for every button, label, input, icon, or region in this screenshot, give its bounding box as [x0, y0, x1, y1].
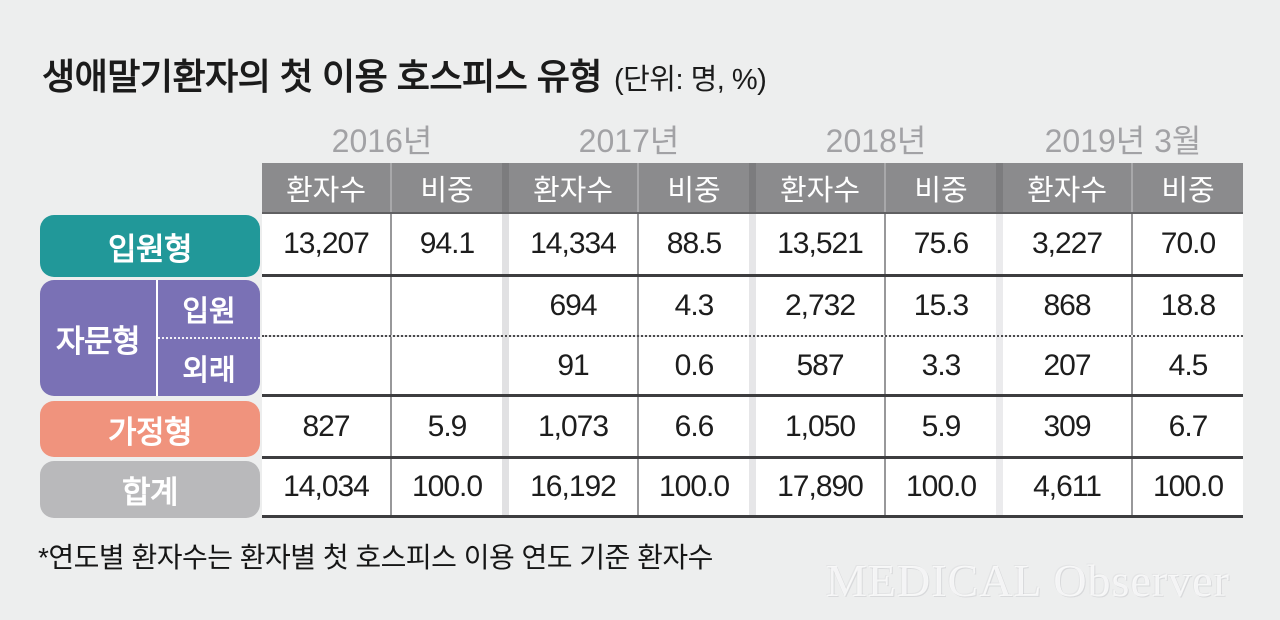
table-cell: 0.6	[637, 337, 749, 394]
table-cell: 88.5	[637, 214, 749, 274]
title-row: 생애말기환자의 첫 이용 호스피스 유형 (단위: 명, %)	[42, 48, 767, 100]
table-cell: 91	[509, 337, 637, 394]
table-cell: 1,073	[509, 397, 637, 456]
table-cell: 18.8	[1131, 277, 1243, 335]
table-cell: 15.3	[884, 277, 996, 335]
year-label-2018: 2018년	[825, 123, 927, 159]
table-cell: 100.0	[390, 459, 502, 515]
header-group-2019: 환자수 비중	[1003, 163, 1243, 212]
table-cell: 4.3	[637, 277, 749, 335]
header-cell-count: 환자수	[1003, 163, 1131, 212]
page-title: 생애말기환자의 첫 이용 호스피스 유형	[42, 56, 602, 97]
table-cell	[390, 337, 502, 394]
row-group: 694 4.3	[509, 277, 749, 335]
row-label-inpatient: 입원형	[40, 215, 260, 277]
table-header-row: 환자수 비중 환자수 비중 환자수 비중 환자수 비중	[262, 163, 1243, 214]
row-group: 14,334 88.5	[509, 214, 749, 274]
table-cell: 868	[1003, 277, 1131, 335]
table-row-consult-inpatient: 694 4.3 2,732 15.3 868 18.8	[262, 277, 1243, 337]
row-group: 1,050 5.9	[756, 397, 996, 456]
year-label-2019: 2019년 3월	[1044, 123, 1202, 159]
table-cell	[390, 277, 502, 335]
publisher-watermark: MEDICAL Observer	[826, 555, 1230, 606]
header-cell-count: 환자수	[509, 163, 637, 212]
table-cell: 14,034	[262, 459, 390, 515]
table-row-home: 827 5.9 1,073 6.6 1,050 5.9 309 6.7	[262, 397, 1243, 459]
table-cell: 3.3	[884, 337, 996, 394]
row-group: 827 5.9	[262, 397, 502, 456]
table-cell: 4.5	[1131, 337, 1243, 394]
table-row-total: 14,034 100.0 16,192 100.0 17,890 100.0 4…	[262, 459, 1243, 518]
table-cell: 17,890	[756, 459, 884, 515]
footnote: *연도별 환자수는 환자별 첫 호스피스 이용 연도 기준 환자수	[38, 542, 713, 573]
table-cell: 3,227	[1003, 214, 1131, 274]
table-cell: 6.7	[1131, 397, 1243, 456]
table-cell: 14,334	[509, 214, 637, 274]
row-label-consult-group: 자문형 입원 외래	[40, 280, 260, 396]
row-group: 13,521 75.6	[756, 214, 996, 274]
row-group: 13,207 94.1	[262, 214, 502, 274]
table-cell: 207	[1003, 337, 1131, 394]
table-cell: 1,050	[756, 397, 884, 456]
header-group-2017: 환자수 비중	[509, 163, 749, 212]
row-group	[262, 337, 502, 394]
year-label-2016: 2016년	[331, 123, 433, 159]
table-cell: 13,207	[262, 214, 390, 274]
header-group-2016: 환자수 비중	[262, 163, 502, 212]
row-group: 2,732 15.3	[756, 277, 996, 335]
table-cell: 309	[1003, 397, 1131, 456]
table-row-consult-outpatient: 91 0.6 587 3.3 207 4.5	[262, 337, 1243, 397]
consult-sub-labels: 입원 외래	[158, 280, 260, 396]
row-group: 868 18.8	[1003, 277, 1243, 335]
row-label-total: 합계	[40, 461, 260, 518]
header-cell-count: 환자수	[262, 163, 390, 212]
row-group: 91 0.6	[509, 337, 749, 394]
unit-label: (단위: 명, %)	[613, 64, 767, 96]
table-cell: 5.9	[884, 397, 996, 456]
year-label-2017: 2017년	[578, 123, 680, 159]
table-cell: 94.1	[390, 214, 502, 274]
row-label-consult: 자문형	[40, 280, 158, 396]
table-cell	[262, 337, 390, 394]
table-cell: 75.6	[884, 214, 996, 274]
row-group: 14,034 100.0	[262, 459, 502, 515]
table-cell: 6.6	[637, 397, 749, 456]
table-cell: 4,611	[1003, 459, 1131, 515]
row-group: 4,611 100.0	[1003, 459, 1243, 515]
row-label-consult-outpatient: 외래	[182, 354, 236, 387]
row-label-consult-inpatient: 입원	[158, 280, 260, 339]
table-cell: 5.9	[390, 397, 502, 456]
row-group: 309 6.7	[1003, 397, 1243, 456]
row-label-home: 가정형	[40, 401, 260, 457]
table-cell: 100.0	[637, 459, 749, 515]
table-cell: 587	[756, 337, 884, 394]
table-cell	[262, 277, 390, 335]
row-group: 16,192 100.0	[509, 459, 749, 515]
table-cell: 827	[262, 397, 390, 456]
table-row-inpatient: 13,207 94.1 14,334 88.5 13,521 75.6 3,22…	[262, 214, 1243, 277]
table-cell: 16,192	[509, 459, 637, 515]
table-cell: 100.0	[884, 459, 996, 515]
table-cell: 2,732	[756, 277, 884, 335]
row-group: 207 4.5	[1003, 337, 1243, 394]
table-cell: 694	[509, 277, 637, 335]
row-group	[262, 277, 502, 335]
row-group: 1,073 6.6	[509, 397, 749, 456]
header-cell-share: 비중	[637, 163, 749, 212]
header-cell-count: 환자수	[756, 163, 884, 212]
table-cell: 13,521	[756, 214, 884, 274]
row-group: 587 3.3	[756, 337, 996, 394]
row-group: 3,227 70.0	[1003, 214, 1243, 274]
table-cell: 100.0	[1131, 459, 1243, 515]
row-group: 17,890 100.0	[756, 459, 996, 515]
table-cell: 70.0	[1131, 214, 1243, 274]
header-cell-share: 비중	[1131, 163, 1243, 212]
table-body: 13,207 94.1 14,334 88.5 13,521 75.6 3,22…	[262, 214, 1243, 518]
header-cell-share: 비중	[884, 163, 996, 212]
header-cell-share: 비중	[390, 163, 502, 212]
header-group-2018: 환자수 비중	[756, 163, 996, 212]
